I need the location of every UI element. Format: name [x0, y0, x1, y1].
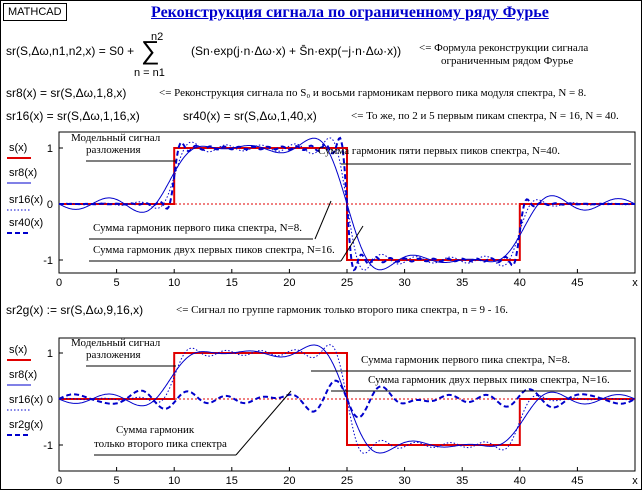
x-tick-label: 20	[283, 475, 295, 487]
x-tick-label: 25	[341, 277, 353, 289]
annotation: Сумма гармоник пяти первых пиков спектра…	[318, 145, 560, 157]
legend-label: sr40(x)	[9, 217, 43, 229]
series-sr2gx	[58, 379, 636, 419]
x-tick-label: 10	[168, 277, 180, 289]
annotation: разложения	[86, 144, 141, 156]
x-tick-label: 15	[226, 475, 238, 487]
annotation: Сумма гармоник двух первых пиков спектра…	[368, 374, 610, 386]
def-sr16[interactable]: sr16(x) = sr(S,Δω,1,16,x)	[6, 109, 140, 123]
x-tick-label: 40	[514, 475, 526, 487]
series-sr40x	[59, 136, 635, 272]
sum-sign: ∑	[141, 35, 160, 65]
x-tick-label: 30	[398, 277, 410, 289]
mathcad-badge: MATHCAD	[3, 3, 67, 21]
x-tick-label: 40	[514, 277, 526, 289]
x-tick-label: 15	[226, 277, 238, 289]
y-tick-label: 1	[47, 348, 53, 360]
def-sr40-comment: <= То же, по 2 и 5 первым пикам спектра,…	[351, 110, 619, 122]
chart-2: 0 5 10 15 20 25 30 35 40 45 x10-1s(x)sr8(x)sr16(x)…	[7, 337, 638, 487]
y-tick-label: 0	[47, 199, 53, 211]
annotation: только второго пика спектра	[94, 438, 227, 450]
legend-label: s(x)	[9, 344, 27, 356]
def-sr8[interactable]: sr8(x) = sr(S,Δω,1,8,x)	[6, 86, 127, 100]
y-tick-label: 0	[47, 394, 53, 406]
y-tick-label: -1	[43, 440, 53, 452]
x-tick-label: 20	[283, 277, 295, 289]
annotation: Сумма гармоник двух первых пиков спектра…	[93, 244, 335, 256]
series-sr8x	[58, 344, 636, 454]
formula-body[interactable]: (Sn·exp(j·n·Δω·x) + S̄n·exp(−j·n·Δω·x))	[191, 44, 402, 58]
x-tick-label: 10	[168, 475, 180, 487]
x-tick-label: 0	[56, 475, 62, 487]
x-tick-label: 45	[571, 277, 583, 289]
formula-comment-1: <= Формула реконструкции сигнала	[419, 42, 589, 54]
series-sr16x	[58, 137, 636, 271]
formula-lhs[interactable]: sr(S,Δω,n1,n2,x) = S0 +	[6, 44, 135, 58]
legend-label: sr16(x)	[9, 194, 43, 206]
annotation: Сумма гармоник первого пика спектра, N=8…	[361, 354, 570, 366]
annotation: Модельный сигнал	[71, 132, 161, 144]
legend-label: sr8(x)	[9, 369, 37, 381]
page-title[interactable]: Реконструкция сигнала по ограниченному р…	[151, 4, 549, 21]
sum-upper: n2	[151, 31, 164, 43]
chart-1: 0 5 10 15 20 25 30 35 40 45 x10-1s(x)sr8(x)sr16(x)…	[7, 131, 638, 289]
def-sr8-comment: <= Реконструкция сигнала по S₀ и восьми …	[159, 87, 587, 99]
x-tick-label: 30	[398, 475, 410, 487]
formula-comment-2: ограниченным рядом Фурье	[441, 55, 574, 67]
annotation-leader	[340, 225, 364, 262]
x-tick-label: 35	[456, 475, 468, 487]
x-tick-label: 5	[114, 277, 120, 289]
annotation: Сумма гармоник	[116, 424, 195, 436]
y-tick-label: -1	[43, 255, 53, 267]
x-tick-label: 0	[56, 277, 62, 289]
legend-label: sr8(x)	[9, 167, 37, 179]
annotation-leader	[314, 200, 332, 240]
legend-label: s(x)	[9, 142, 27, 154]
annotation-leader	[235, 390, 292, 456]
x-tick-label: 25	[341, 475, 353, 487]
annotation: разложения	[86, 349, 141, 361]
def-sr2g[interactable]: sr2g(x) := sr(S,Δω,9,16,x)	[6, 303, 144, 317]
sum-lower: n = n1	[134, 67, 165, 79]
x-axis-label: x	[632, 277, 638, 289]
annotation: Сумма гармоник первого пика спектра, N=8…	[93, 222, 302, 234]
x-tick-label: 35	[456, 277, 468, 289]
y-tick-label: 1	[47, 143, 53, 155]
legend-label: sr2g(x)	[9, 419, 43, 431]
legend-label: sr16(x)	[9, 394, 43, 406]
x-tick-label: 5	[114, 475, 120, 487]
x-axis-label: x	[632, 475, 638, 487]
def-sr2g-comment: <= Сигнал по группе гармоник только втор…	[176, 304, 508, 316]
x-tick-label: 45	[571, 475, 583, 487]
annotation: Модельный сигнал	[71, 337, 161, 349]
def-sr40[interactable]: sr40(x) = sr(S,Δω,1,40,x)	[183, 109, 317, 123]
